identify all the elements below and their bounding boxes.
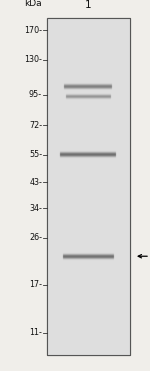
Text: 55-: 55-	[29, 151, 42, 160]
Bar	[47, 18, 130, 355]
Text: 95-: 95-	[29, 90, 42, 99]
Text: 1: 1	[85, 0, 92, 10]
Text: 17-: 17-	[29, 280, 42, 289]
Text: 170-: 170-	[24, 26, 42, 35]
Bar	[47, 18, 130, 355]
Text: 43-: 43-	[29, 178, 42, 187]
Text: 34-: 34-	[29, 204, 42, 213]
Text: kDa: kDa	[24, 0, 42, 8]
Text: 72-: 72-	[29, 121, 42, 130]
Text: 11-: 11-	[29, 328, 42, 337]
Text: 26-: 26-	[29, 233, 42, 242]
Text: 130-: 130-	[24, 55, 42, 65]
